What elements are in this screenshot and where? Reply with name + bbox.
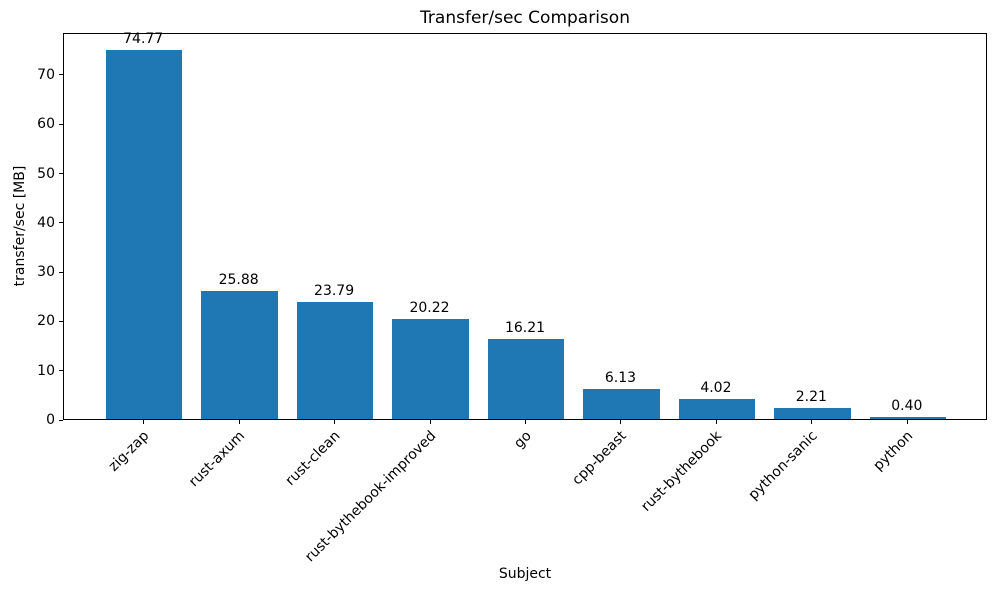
x-tick-label: go <box>510 428 535 452</box>
x-tick-label: cpp-beast <box>569 428 630 489</box>
bar-cpp-beast <box>583 388 660 419</box>
y-tick-label: 60 <box>37 116 55 133</box>
x-tick-mark <box>811 420 813 424</box>
bar-value-label: 25.88 <box>218 272 259 289</box>
x-tick-mark <box>906 420 908 424</box>
y-tick-mark <box>59 271 63 273</box>
x-tick-label: zig-zap <box>105 428 153 475</box>
x-tick-label: rust-axum <box>185 428 248 491</box>
x-tick-mark <box>334 420 336 424</box>
y-tick-label: 0 <box>46 412 55 428</box>
x-tick-mark <box>429 420 431 424</box>
bar-value-label: 6.13 <box>604 369 637 386</box>
plot-area <box>63 33 987 420</box>
bar-value-label: 16.21 <box>504 320 546 337</box>
y-tick-label: 10 <box>37 362 55 379</box>
y-tick-mark <box>59 419 63 421</box>
y-tick-mark <box>59 123 63 125</box>
x-tick-mark <box>620 420 622 424</box>
bar-rust-axum <box>201 291 278 419</box>
x-tick-label: python-sanic <box>745 428 821 504</box>
bar-python <box>869 417 946 419</box>
bar-value-label: 4.02 <box>700 380 732 397</box>
y-tick-label: 50 <box>37 165 55 182</box>
y-tick-mark <box>59 222 63 224</box>
bar-python-sanic <box>774 408 851 419</box>
x-tick-mark <box>715 420 717 424</box>
y-tick-label: 40 <box>37 214 55 231</box>
bar-value-label: 74.77 <box>123 31 164 48</box>
bar-zig-zap <box>106 50 183 419</box>
bar-rust-bythebook <box>678 399 756 419</box>
y-tick-mark <box>59 74 63 76</box>
y-tick-label: 20 <box>37 313 55 330</box>
y-tick-mark <box>59 320 63 322</box>
bar-go <box>487 339 565 419</box>
x-tick-label: rust-clean <box>282 428 344 489</box>
y-tick-label: 70 <box>37 66 55 83</box>
x-tick-mark <box>238 420 240 424</box>
bar-value-label: 2.21 <box>795 389 827 406</box>
x-tick-label: python <box>870 428 917 474</box>
x-tick-mark <box>525 420 526 424</box>
x-tick-label: rust-bythebook <box>638 428 726 515</box>
x-axis-label: Subject <box>498 566 552 582</box>
bar-rust-clean <box>296 301 374 419</box>
bar-value-label: 0.40 <box>891 398 923 415</box>
y-tick-label: 30 <box>37 264 55 281</box>
chart-title: Transfer/sec Comparison <box>420 8 630 28</box>
y-tick-mark <box>59 370 63 372</box>
y-tick-mark <box>59 173 63 174</box>
bar-value-label: 23.79 <box>314 282 355 299</box>
x-tick-mark <box>143 420 145 424</box>
bar-rust-bythebook-improved <box>392 319 469 419</box>
bar-value-label: 20.22 <box>409 300 450 317</box>
